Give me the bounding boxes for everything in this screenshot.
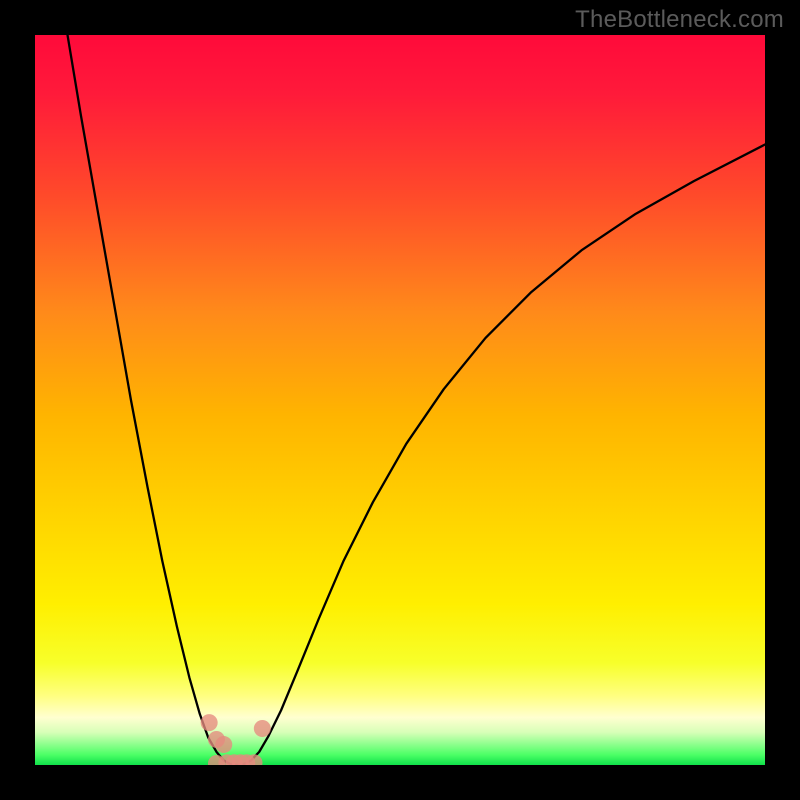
- plot-area: [35, 35, 765, 765]
- marker-point: [201, 714, 218, 731]
- marker-point: [254, 720, 271, 737]
- curve-v-curve: [66, 35, 765, 765]
- curve-layer: [35, 35, 765, 765]
- marker-point: [215, 736, 232, 753]
- watermark-text: TheBottleneck.com: [575, 6, 784, 34]
